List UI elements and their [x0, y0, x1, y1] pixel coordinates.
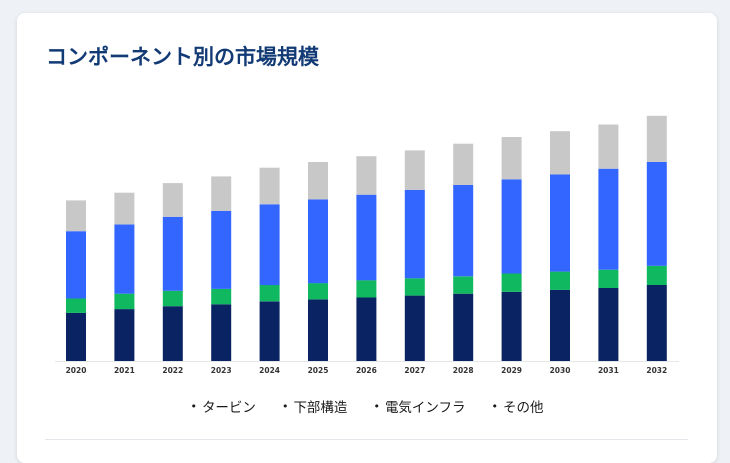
- bar-segment-2026-s1[interactable]: [356, 280, 377, 298]
- bullet-icon: •: [491, 399, 499, 413]
- bar-segment-2028-s0[interactable]: [453, 293, 474, 361]
- divider: [45, 439, 688, 440]
- bar-segment-2022-s0[interactable]: [162, 306, 183, 361]
- bar-segment-2022-s2[interactable]: [162, 216, 183, 291]
- x-tick-label: 2032: [646, 366, 667, 375]
- stacked-bar-chart: 2020 2021 2022 2023 2024 2025 2026 2027 2028 2029…: [55, 115, 679, 375]
- legend-item-electrical[interactable]: • 電気インフラ: [373, 396, 466, 417]
- bar-segment-2025-s1[interactable]: [308, 283, 328, 300]
- x-tick-label: 2029: [501, 366, 522, 375]
- bar-segment-2021-s1[interactable]: [114, 293, 135, 310]
- bar-segment-2030-s2[interactable]: [550, 174, 570, 272]
- bar-segment-2026-s3[interactable]: [356, 156, 377, 195]
- bar-segment-2022-s3[interactable]: [162, 183, 183, 217]
- x-tick-label: 2024: [259, 366, 280, 375]
- x-tick-label: 2027: [404, 366, 425, 375]
- bar-segment-2023-s0[interactable]: [211, 304, 232, 361]
- x-tick-label: 2030: [550, 366, 571, 375]
- x-tick-label: 2031: [598, 366, 619, 375]
- bar-segment-2031-s0[interactable]: [598, 287, 619, 361]
- bar-segment-2032-s2[interactable]: [646, 162, 667, 266]
- bar-segment-2027-s1[interactable]: [404, 278, 425, 296]
- bar-segment-2027-s2[interactable]: [404, 189, 425, 279]
- bar-segment-2032-s3[interactable]: [646, 115, 667, 162]
- legend-item-other[interactable]: • その他: [491, 396, 544, 417]
- legend-item-turbine[interactable]: • タービン: [190, 396, 256, 417]
- legend-label: タービン: [201, 400, 256, 416]
- chart-legend: • タービン • 下部構造 • 電気インフラ • その他: [17, 396, 717, 417]
- x-tick-label: 2028: [453, 366, 474, 375]
- x-tick-label: 2021: [114, 366, 135, 375]
- bar-segment-2027-s0[interactable]: [404, 295, 425, 361]
- bar-segment-2020-s2[interactable]: [66, 231, 86, 299]
- bar-segment-2029-s0[interactable]: [501, 291, 522, 361]
- bar-segment-2028-s3[interactable]: [453, 143, 474, 185]
- bar-segment-2023-s3[interactable]: [211, 176, 232, 211]
- bar-segment-2021-s3[interactable]: [114, 192, 135, 225]
- x-tick-label: 2026: [356, 366, 377, 375]
- bar-segment-2030-s1[interactable]: [550, 271, 570, 290]
- bar-segment-2028-s2[interactable]: [453, 185, 474, 277]
- chart-title: コンポーネント別の市場規模: [46, 45, 319, 69]
- bar-segment-2030-s3[interactable]: [550, 131, 570, 175]
- bar-segment-2032-s1[interactable]: [646, 265, 667, 285]
- bar-segment-2020-s1[interactable]: [66, 298, 86, 313]
- x-tick-label: 2025: [308, 366, 329, 375]
- legend-label: その他: [503, 400, 544, 416]
- chart-card: コンポーネント別の市場規模 2020 2021 2022 2023 2024 2025 20…: [17, 13, 717, 463]
- bullet-icon: •: [281, 399, 289, 413]
- bar-segment-2024-s0[interactable]: [259, 301, 280, 361]
- bar-segment-2020-s0[interactable]: [66, 312, 86, 361]
- bar-segment-2026-s2[interactable]: [356, 194, 377, 281]
- bar-segment-2031-s2[interactable]: [598, 168, 619, 270]
- bar-segment-2030-s0[interactable]: [550, 289, 570, 361]
- bullet-icon: •: [373, 399, 380, 413]
- bar-segment-2031-s3[interactable]: [598, 124, 619, 169]
- bullet-icon: •: [190, 399, 197, 413]
- bar-segment-2029-s1[interactable]: [501, 273, 522, 292]
- bar-segment-2026-s0[interactable]: [356, 297, 377, 362]
- bar-segment-2025-s3[interactable]: [308, 162, 328, 200]
- bar-segment-2032-s0[interactable]: [646, 285, 667, 361]
- bar-segment-2025-s0[interactable]: [308, 299, 328, 362]
- bar-segment-2025-s2[interactable]: [308, 199, 328, 284]
- bar-segment-2020-s3[interactable]: [66, 200, 86, 232]
- bar-segment-2031-s1[interactable]: [598, 269, 619, 288]
- x-tick-label: 2020: [66, 366, 87, 375]
- bar-segment-2028-s1[interactable]: [453, 276, 474, 294]
- bar-segment-2021-s0[interactable]: [114, 309, 135, 361]
- bar-segment-2024-s1[interactable]: [259, 285, 280, 302]
- bar-segment-2024-s3[interactable]: [259, 167, 280, 205]
- bar-segment-2029-s3[interactable]: [501, 137, 522, 180]
- legend-label: 電気インフラ: [384, 400, 466, 416]
- bar-segment-2023-s1[interactable]: [211, 288, 232, 305]
- x-tick-label: 2023: [211, 366, 232, 375]
- legend-item-substructure[interactable]: • 下部構造: [281, 396, 348, 417]
- legend-label: 下部構造: [293, 400, 348, 416]
- bar-segment-2029-s2[interactable]: [501, 179, 522, 274]
- bar-segment-2024-s2[interactable]: [259, 204, 280, 286]
- x-tick-label: 2022: [162, 366, 183, 375]
- bar-segment-2022-s1[interactable]: [162, 290, 183, 307]
- bar-segment-2027-s3[interactable]: [404, 150, 425, 190]
- bar-segment-2021-s2[interactable]: [114, 224, 135, 294]
- bar-segment-2023-s2[interactable]: [211, 211, 232, 289]
